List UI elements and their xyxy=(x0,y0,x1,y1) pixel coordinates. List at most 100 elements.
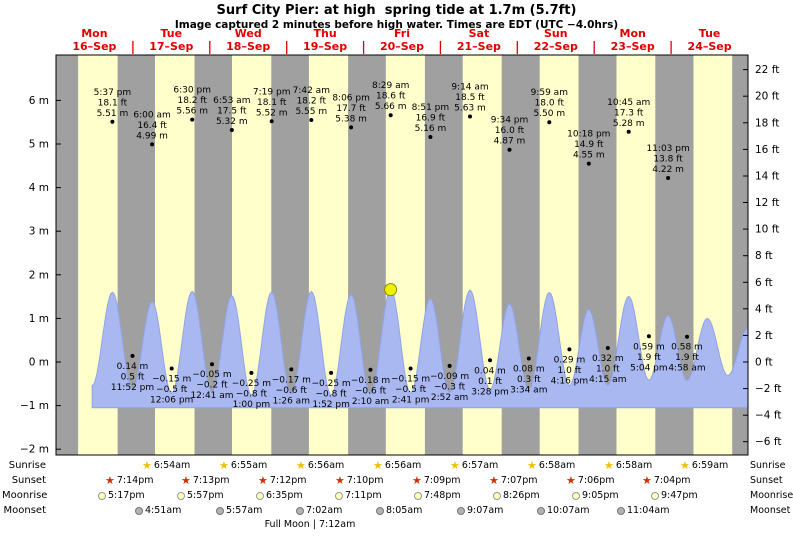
low-tide-dot xyxy=(289,367,294,372)
low-tide-annotation: −0.25 m −0.8 ft 1:00 pm xyxy=(232,379,271,410)
tide-curve xyxy=(91,288,748,409)
right-axis-label: 20 ft xyxy=(755,91,779,103)
day-label: Mon 16–Sep xyxy=(72,27,116,53)
left-axis-label: −1 m xyxy=(20,400,49,412)
high-tide-dot xyxy=(269,119,274,124)
low-tide-annotation: 0.08 m 0.3 ft 3:34 am xyxy=(510,365,547,396)
left-axis-label: 4 m xyxy=(29,182,49,194)
high-tide-dot xyxy=(507,147,512,152)
high-tide-dot xyxy=(150,142,155,147)
low-tide-annotation: −0.25 m −0.8 ft 1:52 pm xyxy=(311,379,350,410)
high-tide-annotation: 9:34 pm 16.0 ft 4.87 m xyxy=(491,116,529,147)
high-tide-dot xyxy=(468,114,472,119)
day-label: Tue 24–Sep xyxy=(688,27,732,53)
high-tide-annotation: 8:29 am 18.6 ft 5.66 m xyxy=(372,81,409,112)
high-tide-dot xyxy=(428,135,433,139)
day-label: Tue 17–Sep xyxy=(149,27,193,53)
right-axis-label: 18 ft xyxy=(755,117,779,129)
high-tide-dot xyxy=(547,120,552,125)
high-tide-annotation: 9:59 am 18.0 ft 5.50 m xyxy=(531,88,568,119)
right-axis-label: −4 ft xyxy=(755,410,781,422)
high-tide-dot xyxy=(626,129,631,134)
low-tide-dot xyxy=(249,370,254,375)
low-tide-annotation: 0.59 m 1.9 ft 5:04 pm xyxy=(630,342,668,373)
day-label: Mon 23–Sep xyxy=(611,27,655,53)
low-tide-dot xyxy=(130,353,135,358)
right-axis-label: 4 ft xyxy=(755,303,773,315)
right-axis-label: 8 ft xyxy=(755,250,773,262)
high-tide-annotation: 5:37 pm 18.1 ft 5.51 m xyxy=(94,88,132,119)
high-tide-annotation: 9:14 am 18.5 ft 5.63 m xyxy=(451,83,488,114)
low-tide-dot xyxy=(408,366,413,371)
high-tide-dot xyxy=(388,113,393,118)
left-axis-label: 5 m xyxy=(29,139,49,151)
high-tide-dot xyxy=(349,125,354,130)
high-tide-annotation: 7:42 am 18.2 ft 5.55 m xyxy=(293,86,330,117)
day-label: Fri 20–Sep xyxy=(380,27,424,53)
right-axis-label: −6 ft xyxy=(755,436,781,448)
high-tide-dot xyxy=(666,176,671,180)
low-tide-dot xyxy=(210,362,214,367)
day-label: Wed 18–Sep xyxy=(226,27,270,53)
low-tide-annotation: −0.18 m −0.6 ft 2:10 am xyxy=(351,376,390,407)
low-tide-dot xyxy=(368,367,373,372)
high-tide-dot xyxy=(586,161,591,166)
left-axis-label: 6 m xyxy=(29,95,49,107)
plot-frame xyxy=(55,54,749,456)
high-tide-annotation: 10:45 am 17.3 ft 5.28 m xyxy=(607,98,650,129)
high-tide-annotation: 10:18 pm 14.9 ft 4.55 m xyxy=(567,130,610,161)
chart-title: Surf City Pier: at high spring tide at 1… xyxy=(216,3,577,18)
high-tide-dot xyxy=(110,119,115,124)
high-tide-dot xyxy=(190,117,195,122)
right-axis-label: 14 ft xyxy=(755,171,779,183)
right-axis-label: 16 ft xyxy=(755,144,779,156)
night-band xyxy=(56,55,79,455)
left-axis-label: 1 m xyxy=(29,313,49,325)
low-tide-dot xyxy=(447,363,452,368)
high-tide-dot xyxy=(229,128,234,132)
low-tide-dot xyxy=(488,358,492,363)
chart-subtitle: Image captured 2 minutes before high wat… xyxy=(174,19,619,31)
low-tide-annotation: −0.17 m −0.6 ft 1:26 am xyxy=(272,375,311,406)
low-tide-annotation: 0.32 m 1.0 ft 4:15 am xyxy=(589,354,626,385)
right-axis-label: 10 ft xyxy=(755,224,779,236)
low-tide-dot xyxy=(567,347,572,352)
high-tide-annotation: 11:03 pm 13.8 ft 4.22 m xyxy=(646,144,689,175)
high-tide-dot xyxy=(309,118,314,122)
low-tide-annotation: −0.05 m −0.2 ft 12:41 am xyxy=(190,370,233,401)
low-tide-annotation: 0.58 m 1.9 ft 4:58 am xyxy=(668,343,705,374)
day-label: Sun 22–Sep xyxy=(534,27,578,53)
low-tide-annotation: 0.14 m 0.5 ft 11:52 pm xyxy=(111,362,154,393)
low-tide-annotation: −0.15 m −0.5 ft 12:06 pm xyxy=(150,375,193,406)
left-axis-label: −2 m xyxy=(20,444,49,456)
current-position-marker xyxy=(384,283,398,297)
left-axis-label: 0 m xyxy=(29,357,49,369)
left-axis-label: 3 m xyxy=(29,226,49,238)
high-tide-annotation: 7:19 pm 18.1 ft 5.52 m xyxy=(253,87,291,118)
low-tide-dot xyxy=(605,346,610,350)
high-tide-annotation: 6:30 pm 18.2 ft 5.56 m xyxy=(173,86,211,117)
low-tide-annotation: −0.15 m −0.5 ft 2:41 pm xyxy=(391,375,430,406)
low-tide-dot xyxy=(685,334,689,339)
right-axis-label: 0 ft xyxy=(755,357,773,369)
low-tide-annotation: 0.29 m 1.0 ft 4:16 pm xyxy=(551,355,589,386)
low-tide-dot xyxy=(329,370,334,375)
low-tide-dot xyxy=(526,356,531,361)
right-axis-label: −2 ft xyxy=(755,383,781,395)
day-label: Sat 21–Sep xyxy=(457,27,501,53)
low-tide-dot xyxy=(169,366,174,371)
high-tide-annotation: 8:06 pm 17.7 ft 5.38 m xyxy=(332,93,370,124)
right-axis-label: 12 ft xyxy=(755,197,779,209)
high-tide-annotation: 6:53 am 17.5 ft 5.32 m xyxy=(213,96,250,127)
high-tide-annotation: 8:51 pm 16.9 ft 5.16 m xyxy=(412,103,450,134)
high-tide-annotation: 6:00 am 16.4 ft 4.99 m xyxy=(133,110,170,141)
low-tide-dot xyxy=(646,334,651,339)
right-axis-label: 6 ft xyxy=(755,277,773,289)
right-axis-label: 22 ft xyxy=(755,64,779,76)
right-axis-label: 2 ft xyxy=(755,330,773,342)
left-axis-label: 2 m xyxy=(29,269,49,281)
low-tide-annotation: 0.04 m 0.1 ft 3:28 pm xyxy=(471,366,509,397)
low-tide-annotation: −0.09 m −0.3 ft 2:52 am xyxy=(430,372,469,403)
day-label: Thu 19–Sep xyxy=(303,27,347,53)
